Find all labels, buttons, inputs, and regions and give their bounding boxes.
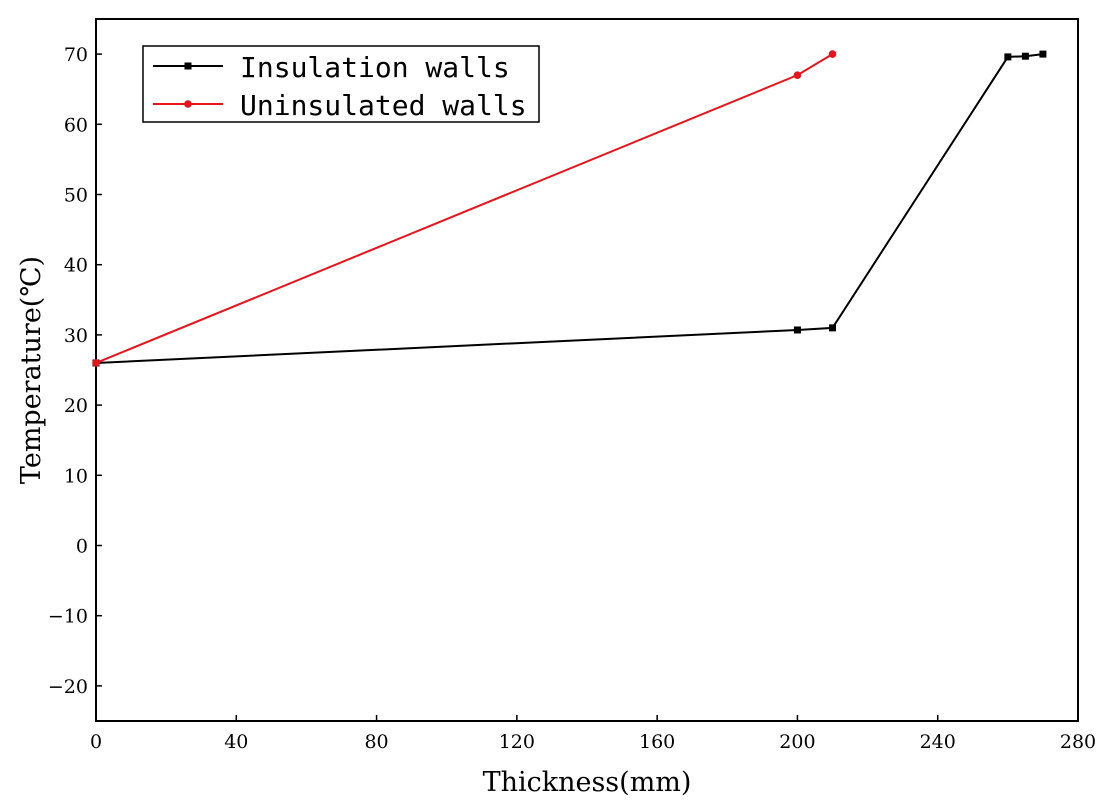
x-tick-label: 240	[920, 731, 956, 753]
data-point-insulation-walls	[793, 326, 801, 334]
legend-box	[142, 45, 540, 123]
y-tick-label: 10	[64, 465, 88, 487]
x-tick-label: 200	[779, 731, 815, 753]
x-axis-ticks: 0 40 80 120 160 200 240 280	[90, 715, 1096, 753]
y-axis-label: Temperature(℃)	[16, 256, 47, 484]
y-tick-label: 40	[64, 255, 88, 277]
plot-frame	[95, 18, 1079, 722]
y-tick-label: 0	[76, 536, 88, 558]
y-tick-label: 50	[64, 185, 88, 207]
y-tick-label: −10	[48, 606, 88, 628]
series-layer	[92, 50, 1047, 367]
x-axis-label: Thickness(mm)	[483, 767, 692, 798]
x-tick-label: 160	[639, 731, 675, 753]
data-point-insulation-walls	[1039, 50, 1047, 58]
data-point-uninsulated-walls	[828, 50, 837, 58]
x-tick-label: 120	[499, 731, 535, 753]
y-tick-label: −20	[48, 676, 88, 698]
x-tick-label: 80	[364, 731, 388, 753]
data-point-uninsulated-walls	[793, 71, 802, 79]
data-point-insulation-walls	[829, 324, 836, 332]
data-point-uninsulated-walls	[92, 359, 100, 367]
x-tick-label: 0	[90, 731, 102, 753]
y-axis-ticks: −20 −10 0 10 20 30 40 50 60 70	[48, 44, 102, 698]
legend-marker-uninsulated	[184, 100, 192, 108]
legend-label-uninsulated: Uninsulated walls	[240, 89, 527, 122]
data-point-insulation-walls	[1021, 52, 1029, 60]
legend: Insulation walls Uninsulated walls	[142, 45, 540, 123]
data-point-insulation-walls	[1004, 53, 1012, 61]
y-tick-label: 60	[64, 114, 88, 136]
y-tick-label: 30	[64, 325, 88, 347]
x-tick-label: 280	[1060, 731, 1096, 753]
legend-marker-insulation	[184, 62, 192, 70]
y-tick-label: 70	[64, 44, 88, 66]
x-tick-label: 40	[224, 731, 248, 753]
legend-label-insulation: Insulation walls	[240, 51, 510, 84]
y-tick-label: 20	[64, 395, 88, 417]
